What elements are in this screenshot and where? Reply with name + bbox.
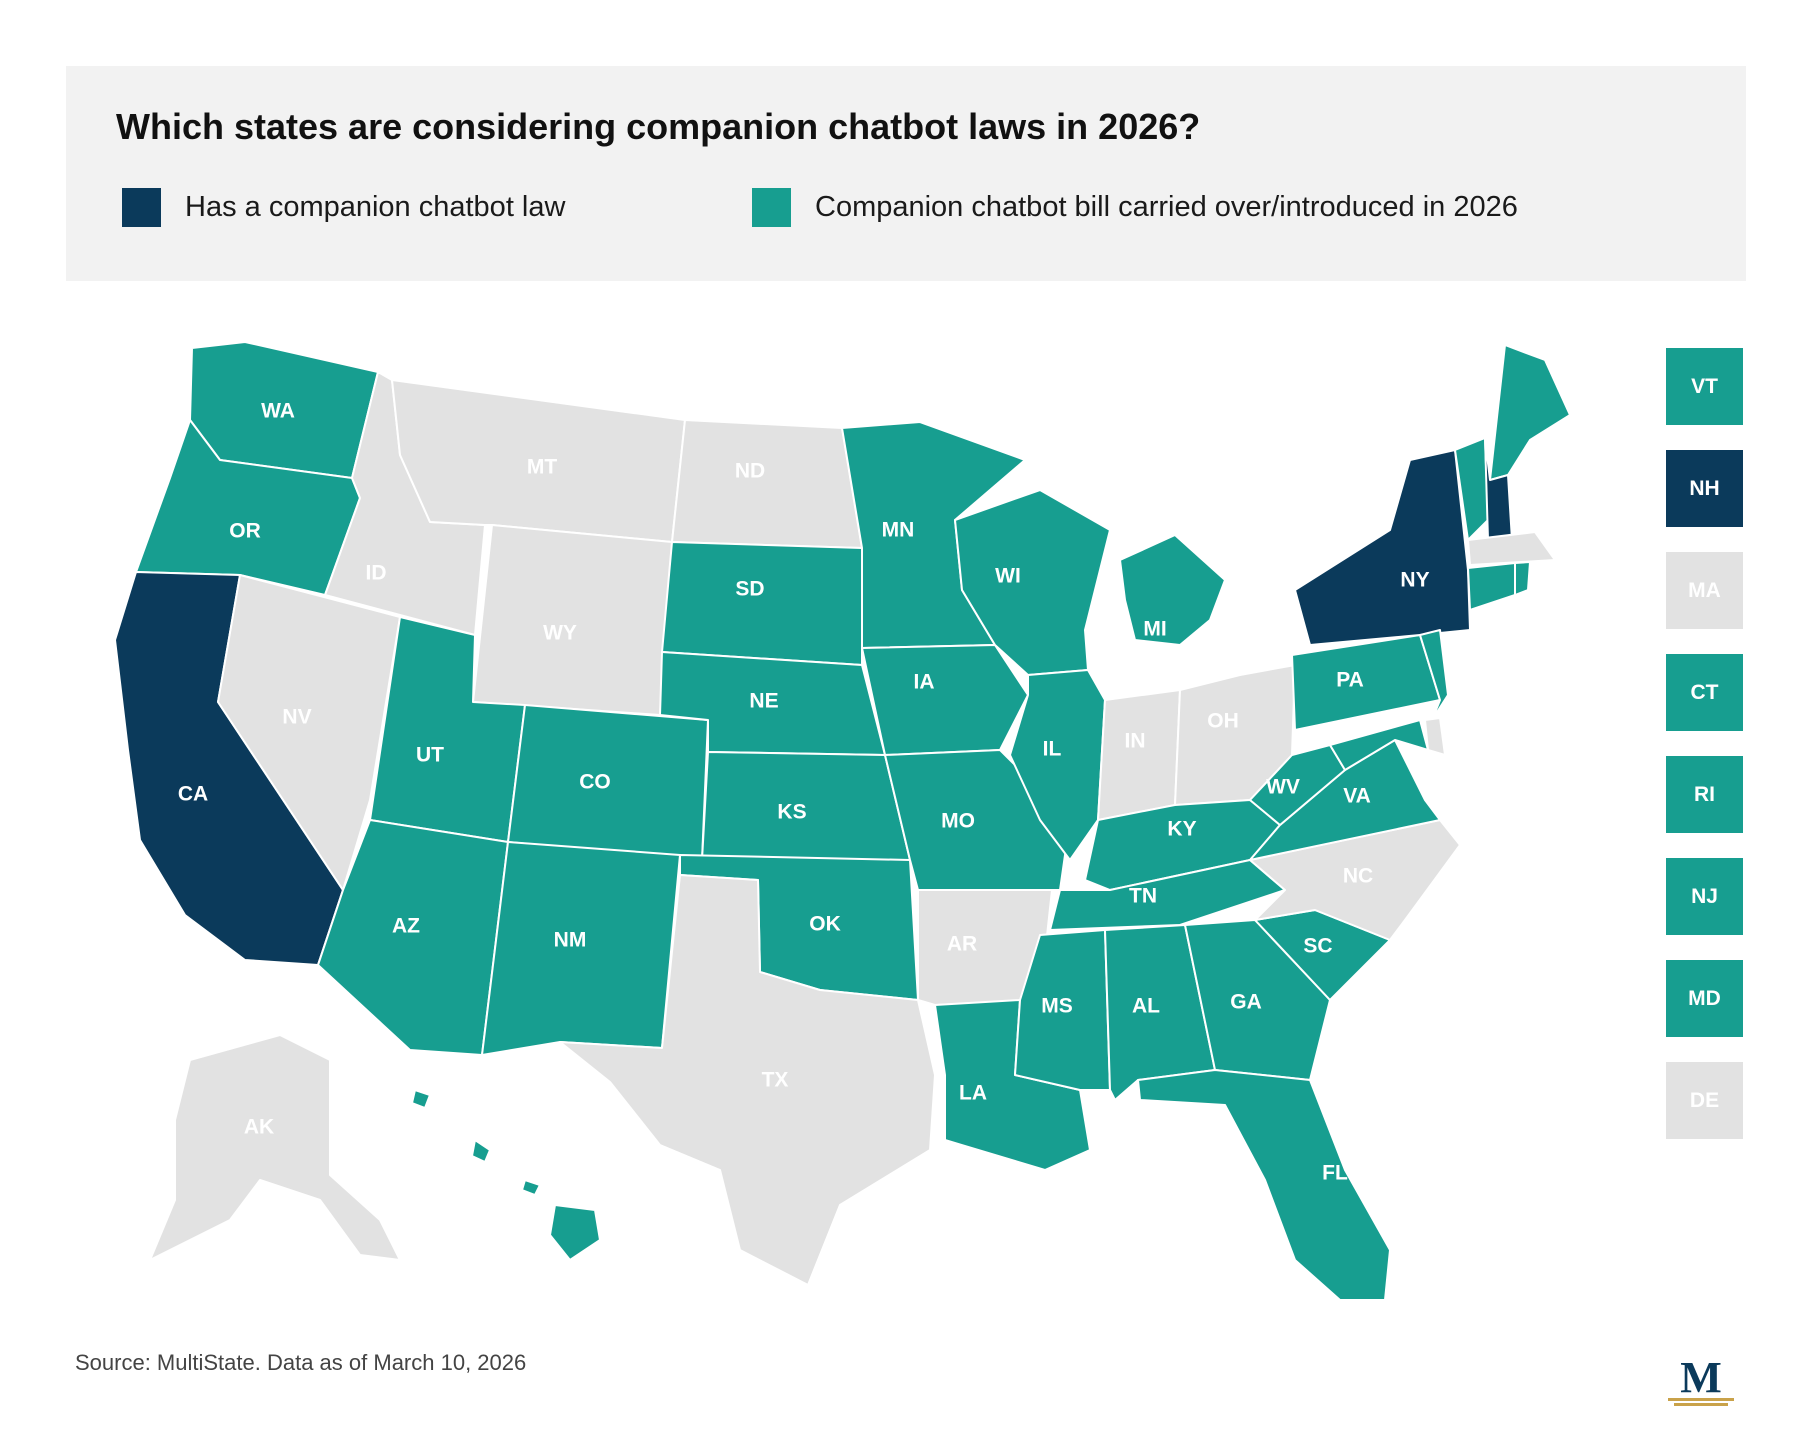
small-state-VT[interactable]: VT [1666,348,1743,425]
state-DE[interactable] [1424,717,1446,756]
state-label-ID: ID [366,562,387,585]
header-panel: Which states are considering companion c… [66,66,1746,281]
state-MA[interactable] [1467,531,1556,566]
state-label-CO: CO [579,771,611,794]
state-label-NC: NC [1343,865,1373,888]
state-label-IL: IL [1043,738,1062,761]
small-state-DE[interactable]: DE [1666,1062,1743,1139]
legend-item-bill: Companion chatbot bill carried over/intr… [752,187,1518,227]
state-PA[interactable] [1291,634,1441,731]
state-FL[interactable] [1137,1069,1391,1300]
state-label-MI: MI [1143,618,1166,641]
state-label-SC: SC [1303,935,1332,958]
state-MI[interactable] [1119,534,1226,646]
state-label-ME: ME [1524,450,1556,473]
state-label-VA: VA [1343,785,1371,808]
legend-swatch-law [122,187,161,227]
state-label-TX: TX [762,1069,789,1092]
state-label-MT: MT [527,456,557,479]
logo-letter: M [1680,1353,1722,1402]
source-note: Source: MultiState. Data as of March 10,… [75,1350,527,1375]
state-GA[interactable] [1184,919,1331,1081]
small-state-RI[interactable]: RI [1666,756,1743,833]
state-label-WV: WV [1266,776,1300,799]
state-label-NY: NY [1400,569,1429,592]
small-state-NH[interactable]: NH [1666,450,1743,527]
state-TX[interactable] [559,874,936,1286]
state-label-OK: OK [809,913,841,936]
us-map-svg: WA OR CA ID NV MT WY UT AZ CO NM ND SD N… [114,341,1571,1300]
state-label-CA: CA [178,783,208,806]
state-label-FL: FL [1322,1162,1348,1185]
small-state-CT[interactable]: CT [1666,654,1743,731]
state-NJ[interactable] [1419,629,1449,721]
state-label-NM: NM [554,929,587,952]
state-label-IN: IN [1125,730,1146,753]
state-label-GA: GA [1230,991,1262,1014]
state-label-OR: OR [229,520,261,543]
state-HI[interactable] [411,1089,601,1261]
state-label-AK: AK [244,1116,274,1139]
state-label-WI: WI [995,565,1021,588]
state-label-WY: WY [543,622,577,645]
legend-swatch-bill [752,187,791,227]
multistate-logo: M [1668,1353,1734,1406]
state-label-OH: OH [1207,710,1239,733]
state-MD[interactable] [1329,719,1429,771]
legend-label-law: Has a companion chatbot law [185,190,566,223]
page-title: Which states are considering companion c… [116,106,1201,147]
state-label-MS: MS [1041,995,1073,1018]
state-label-LA: LA [959,1082,987,1105]
legend-item-law: Has a companion chatbot law [122,187,565,227]
state-label-SD: SD [735,578,764,601]
state-label-PA: PA [1336,669,1364,692]
state-IA[interactable] [861,644,1029,756]
state-WY[interactable] [472,524,673,716]
state-label-HI: HI [561,1186,582,1209]
state-NV[interactable] [217,574,401,891]
state-NC[interactable] [1249,819,1461,941]
state-label-TN: TN [1129,885,1157,908]
state-label-KS: KS [777,801,806,824]
state-label-MO: MO [941,810,975,833]
state-ND[interactable] [671,419,863,549]
state-SD[interactable] [661,541,863,666]
state-label-KY: KY [1167,818,1196,841]
small-state-NJ[interactable]: NJ [1666,858,1743,935]
state-label-NV: NV [282,706,311,729]
state-label-IA: IA [914,671,935,694]
state-AK[interactable] [149,1034,401,1261]
legend-label-bill: Companion chatbot bill carried over/intr… [815,190,1518,223]
state-label-WA: WA [261,400,295,423]
state-label-AR: AR [947,933,977,956]
state-label-ND: ND [735,460,765,483]
small-state-MD[interactable]: MD [1666,960,1743,1037]
state-label-AZ: AZ [392,915,420,938]
state-NY[interactable] [1294,449,1471,646]
state-IN[interactable] [1097,689,1181,821]
state-IL[interactable] [1009,669,1106,861]
state-NH[interactable] [1484,437,1513,541]
state-label-AL: AL [1132,995,1160,1018]
state-label-MN: MN [882,519,915,542]
state-label-NE: NE [749,690,778,713]
state-CT[interactable] [1467,562,1516,611]
small-state-MA[interactable]: MA [1666,552,1743,629]
state-label-UT: UT [416,744,444,767]
state-RI[interactable] [1514,561,1531,596]
us-map: WA OR CA ID NV MT WY UT AZ CO NM ND SD N… [0,300,1808,1300]
